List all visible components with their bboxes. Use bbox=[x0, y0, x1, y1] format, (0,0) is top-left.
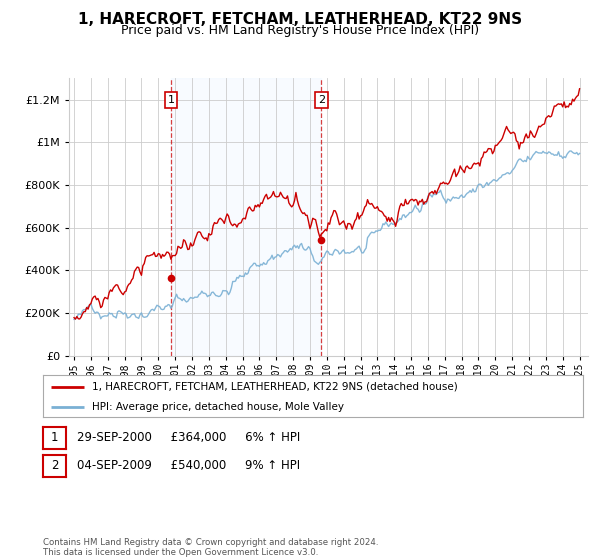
Text: 1: 1 bbox=[167, 95, 175, 105]
Text: 1, HARECROFT, FETCHAM, LEATHERHEAD, KT22 9NS: 1, HARECROFT, FETCHAM, LEATHERHEAD, KT22… bbox=[78, 12, 522, 26]
Text: 1, HARECROFT, FETCHAM, LEATHERHEAD, KT22 9NS (detached house): 1, HARECROFT, FETCHAM, LEATHERHEAD, KT22… bbox=[92, 382, 458, 392]
Text: 2: 2 bbox=[51, 459, 58, 473]
Bar bbox=[171, 78, 321, 356]
Text: HPI: Average price, detached house, Mole Valley: HPI: Average price, detached house, Mole… bbox=[92, 402, 344, 412]
Text: 29-SEP-2000     £364,000     6% ↑ HPI: 29-SEP-2000 £364,000 6% ↑ HPI bbox=[77, 431, 300, 445]
Text: Price paid vs. HM Land Registry's House Price Index (HPI): Price paid vs. HM Land Registry's House … bbox=[121, 24, 479, 38]
Text: 2: 2 bbox=[317, 95, 325, 105]
Text: 04-SEP-2009     £540,000     9% ↑ HPI: 04-SEP-2009 £540,000 9% ↑ HPI bbox=[77, 459, 300, 473]
Text: Contains HM Land Registry data © Crown copyright and database right 2024.
This d: Contains HM Land Registry data © Crown c… bbox=[43, 538, 379, 557]
Text: 1: 1 bbox=[51, 431, 58, 445]
